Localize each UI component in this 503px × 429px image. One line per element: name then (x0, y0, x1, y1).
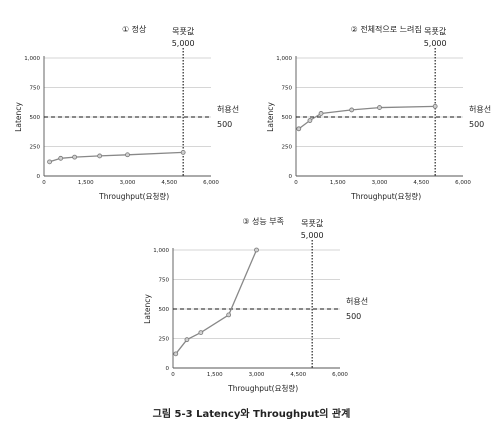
threshold-label: 허용선 (346, 297, 368, 306)
data-point (254, 247, 259, 253)
y-tick-label: 750 (30, 86, 41, 92)
x-tick-label: 4,500 (413, 180, 429, 186)
data-point (349, 107, 355, 113)
data-point (125, 152, 130, 158)
y-tick-label: 1,000 (24, 56, 40, 62)
charts-canvas: 0 250 500 750 1,000 0 1,500 3,000 4,500 6,000 Thro… (14, 24, 491, 393)
data-point (296, 126, 302, 132)
y-axis-title: Latency (14, 102, 23, 132)
target-label: 목푯값 (301, 218, 324, 228)
x-tick-label: 3,000 (372, 180, 388, 186)
data-point (97, 153, 103, 159)
target-value-label: 5,000 (424, 39, 447, 48)
x-tick-label: 0 (171, 372, 175, 378)
threshold-label: 허용선 (469, 105, 491, 114)
data-point (180, 149, 186, 155)
x-tick-label: 1,500 (330, 180, 346, 186)
data-point (184, 337, 190, 343)
x-tick-label: 3,000 (120, 180, 136, 186)
y-tick-label: 250 (282, 145, 293, 151)
y-tick-label: 500 (30, 115, 41, 121)
data-point (318, 111, 324, 116)
y-tick-label: 500 (282, 115, 293, 121)
x-tick-label: 1,500 (207, 372, 223, 378)
y-tick-label: 250 (30, 145, 41, 151)
data-point (173, 351, 179, 357)
chart-title: ① 정상 (122, 24, 147, 34)
series-line (298, 105, 436, 130)
y-tick-label: 1,000 (276, 56, 292, 62)
x-tick-label: 6,000 (332, 372, 348, 378)
chart-title: ③ 성능 부족 (242, 217, 284, 226)
y-tick-label: 0 (289, 174, 293, 180)
target-label: 목푯값 (424, 26, 447, 36)
data-point (47, 159, 52, 165)
y-axis-title: Latency (143, 294, 152, 324)
y-tick-label: 0 (166, 366, 170, 372)
y-tick-label: 500 (159, 307, 170, 313)
chart-panel-3: 0 250 500 750 1,000 0 1,500 3,000 4,500 6,000 Thro… (143, 217, 368, 393)
threshold-value-label: 500 (217, 120, 232, 129)
y-axis-title: Latency (266, 102, 275, 132)
chart-panel-1: 0 250 500 750 1,000 0 1,500 3,000 4,500 6,000 Thro… (14, 24, 239, 201)
data-point (72, 154, 78, 160)
data-point (377, 105, 382, 110)
chart-panel-2: 0 250 500 750 1,000 0 1,500 3,000 4,500 6,000 Thro… (266, 24, 491, 201)
data-point (307, 118, 313, 123)
x-tick-label: 1,500 (78, 180, 94, 186)
threshold-label: 허용선 (217, 105, 239, 114)
target-value-label: 5,000 (301, 231, 324, 240)
y-tick-label: 1,000 (153, 248, 169, 254)
data-point (226, 312, 232, 318)
y-tick-label: 250 (159, 337, 170, 343)
data-point (58, 155, 64, 161)
figure-caption: 그림 5-3 Latency와 Throughput의 관계 (152, 409, 351, 420)
x-tick-label: 4,500 (161, 180, 177, 186)
data-point (432, 103, 438, 109)
series-line (49, 151, 184, 163)
target-label: 목푯값 (172, 26, 195, 36)
threshold-value-label: 500 (469, 120, 484, 129)
threshold-value-label: 500 (346, 312, 361, 321)
x-tick-label: 0 (294, 180, 298, 186)
y-tick-label: 750 (159, 278, 170, 284)
x-axis-title: Throughput(요청량) (227, 384, 298, 393)
x-tick-label: 4,500 (290, 372, 306, 378)
target-value-label: 5,000 (172, 39, 195, 48)
x-tick-label: 3,000 (249, 372, 265, 378)
data-point (198, 330, 204, 336)
y-tick-label: 0 (37, 174, 41, 180)
x-axis-title: Throughput(요청량) (350, 192, 421, 201)
x-axis-title: Throughput(요청량) (98, 192, 169, 201)
y-tick-label: 750 (282, 86, 293, 92)
x-tick-label: 6,000 (455, 180, 471, 186)
x-tick-label: 6,000 (203, 180, 219, 186)
x-tick-label: 0 (42, 180, 46, 186)
chart-title: ② 전체적으로 느려짐 (351, 24, 422, 34)
